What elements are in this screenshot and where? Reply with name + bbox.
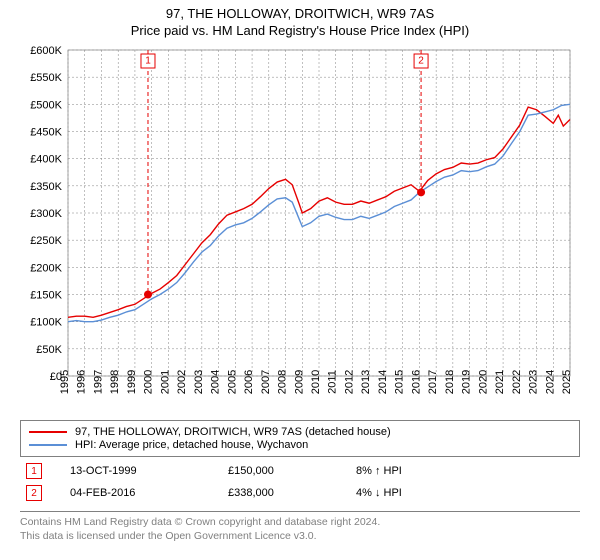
svg-text:£600K: £600K — [30, 45, 62, 57]
svg-text:£50K: £50K — [36, 344, 62, 356]
legend-label: 97, THE HOLLOWAY, DROITWICH, WR9 7AS (de… — [75, 426, 391, 438]
below-chart: 97, THE HOLLOWAY, DROITWICH, WR9 7AS (de… — [20, 420, 580, 543]
svg-text:£200K: £200K — [30, 262, 62, 274]
footer-line: Contains HM Land Registry data © Crown c… — [20, 516, 580, 530]
svg-text:2008: 2008 — [277, 370, 289, 394]
svg-text:£250K: £250K — [30, 235, 62, 247]
svg-text:2017: 2017 — [427, 370, 439, 394]
svg-text:2024: 2024 — [544, 370, 556, 394]
legend-swatch — [29, 431, 67, 433]
svg-text:2013: 2013 — [360, 370, 372, 394]
legend-label: HPI: Average price, detached house, Wych… — [75, 439, 308, 451]
svg-text:2022: 2022 — [511, 370, 523, 394]
svg-text:1996: 1996 — [76, 370, 88, 394]
svg-text:£450K: £450K — [30, 127, 62, 139]
svg-text:£500K: £500K — [30, 99, 62, 111]
svg-text:1997: 1997 — [92, 370, 104, 394]
svg-text:2007: 2007 — [260, 370, 272, 394]
svg-text:£300K: £300K — [30, 208, 62, 220]
svg-text:2021: 2021 — [494, 370, 506, 394]
svg-text:2020: 2020 — [477, 370, 489, 394]
legend: 97, THE HOLLOWAY, DROITWICH, WR9 7AS (de… — [20, 420, 580, 457]
title-block: 97, THE HOLLOWAY, DROITWICH, WR9 7AS Pri… — [0, 0, 600, 40]
svg-text:£150K: £150K — [30, 290, 62, 302]
sale-row: 2 04-FEB-2016 £338,000 4% ↓ HPI — [26, 485, 580, 501]
svg-text:2011: 2011 — [327, 370, 339, 394]
svg-text:2002: 2002 — [176, 370, 188, 394]
svg-text:2: 2 — [418, 56, 424, 67]
footer: Contains HM Land Registry data © Crown c… — [20, 511, 580, 543]
svg-text:2025: 2025 — [561, 370, 573, 394]
svg-text:£350K: £350K — [30, 181, 62, 193]
svg-text:2014: 2014 — [377, 370, 389, 394]
svg-text:2001: 2001 — [159, 370, 171, 394]
sale-date: 13-OCT-1999 — [70, 465, 200, 477]
svg-text:1: 1 — [145, 56, 151, 67]
svg-text:£100K: £100K — [30, 317, 62, 329]
svg-text:2018: 2018 — [444, 370, 456, 394]
svg-text:2010: 2010 — [310, 370, 322, 394]
svg-text:2012: 2012 — [343, 370, 355, 394]
svg-text:1995: 1995 — [59, 370, 71, 394]
svg-text:2009: 2009 — [293, 370, 305, 394]
legend-item: 97, THE HOLLOWAY, DROITWICH, WR9 7AS (de… — [29, 426, 571, 438]
sale-marker-icon: 1 — [26, 463, 42, 479]
title-sub: Price paid vs. HM Land Registry's House … — [0, 23, 600, 38]
sale-row: 1 13-OCT-1999 £150,000 8% ↑ HPI — [26, 463, 580, 479]
svg-text:£550K: £550K — [30, 72, 62, 84]
svg-text:2006: 2006 — [243, 370, 255, 394]
svg-text:2000: 2000 — [143, 370, 155, 394]
chart-svg: £0£50K£100K£150K£200K£250K£300K£350K£400… — [20, 44, 580, 414]
svg-text:2019: 2019 — [461, 370, 473, 394]
svg-text:1998: 1998 — [109, 370, 121, 394]
sale-delta: 8% ↑ HPI — [356, 465, 402, 477]
svg-text:1999: 1999 — [126, 370, 138, 394]
legend-item: HPI: Average price, detached house, Wych… — [29, 439, 571, 451]
footer-line: This data is licensed under the Open Gov… — [20, 530, 580, 544]
svg-text:2015: 2015 — [394, 370, 406, 394]
svg-text:2023: 2023 — [528, 370, 540, 394]
sale-price: £150,000 — [228, 465, 328, 477]
sale-marker-icon: 2 — [26, 485, 42, 501]
title-main: 97, THE HOLLOWAY, DROITWICH, WR9 7AS — [0, 6, 600, 21]
svg-text:2004: 2004 — [210, 370, 222, 394]
sale-date: 04-FEB-2016 — [70, 487, 200, 499]
svg-text:2003: 2003 — [193, 370, 205, 394]
svg-text:2005: 2005 — [226, 370, 238, 394]
svg-text:2016: 2016 — [410, 370, 422, 394]
sale-price: £338,000 — [228, 487, 328, 499]
legend-swatch — [29, 444, 67, 446]
sale-delta: 4% ↓ HPI — [356, 487, 402, 499]
price-chart: £0£50K£100K£150K£200K£250K£300K£350K£400… — [20, 44, 580, 414]
svg-text:£400K: £400K — [30, 154, 62, 166]
